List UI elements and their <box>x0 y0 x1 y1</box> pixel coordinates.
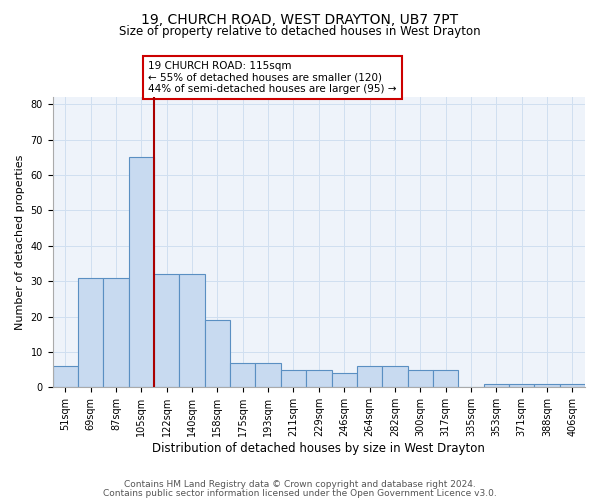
Bar <box>357 366 382 388</box>
Bar <box>205 320 230 388</box>
Bar <box>78 278 103 388</box>
Bar <box>53 366 78 388</box>
Bar <box>256 362 281 388</box>
Text: 19 CHURCH ROAD: 115sqm
← 55% of detached houses are smaller (120)
44% of semi-de: 19 CHURCH ROAD: 115sqm ← 55% of detached… <box>148 61 397 94</box>
Bar <box>382 366 407 388</box>
Text: 19, CHURCH ROAD, WEST DRAYTON, UB7 7PT: 19, CHURCH ROAD, WEST DRAYTON, UB7 7PT <box>142 12 458 26</box>
Bar <box>230 362 256 388</box>
Text: Size of property relative to detached houses in West Drayton: Size of property relative to detached ho… <box>119 25 481 38</box>
Bar <box>129 157 154 388</box>
Bar <box>407 370 433 388</box>
Bar <box>433 370 458 388</box>
Bar <box>560 384 585 388</box>
Y-axis label: Number of detached properties: Number of detached properties <box>15 154 25 330</box>
Bar <box>179 274 205 388</box>
Text: Contains public sector information licensed under the Open Government Licence v3: Contains public sector information licen… <box>103 488 497 498</box>
Bar <box>484 384 509 388</box>
Text: Contains HM Land Registry data © Crown copyright and database right 2024.: Contains HM Land Registry data © Crown c… <box>124 480 476 489</box>
Bar <box>332 373 357 388</box>
Bar <box>281 370 306 388</box>
Bar <box>509 384 535 388</box>
Bar <box>103 278 129 388</box>
Bar <box>154 274 179 388</box>
X-axis label: Distribution of detached houses by size in West Drayton: Distribution of detached houses by size … <box>152 442 485 455</box>
Bar <box>535 384 560 388</box>
Bar <box>306 370 332 388</box>
